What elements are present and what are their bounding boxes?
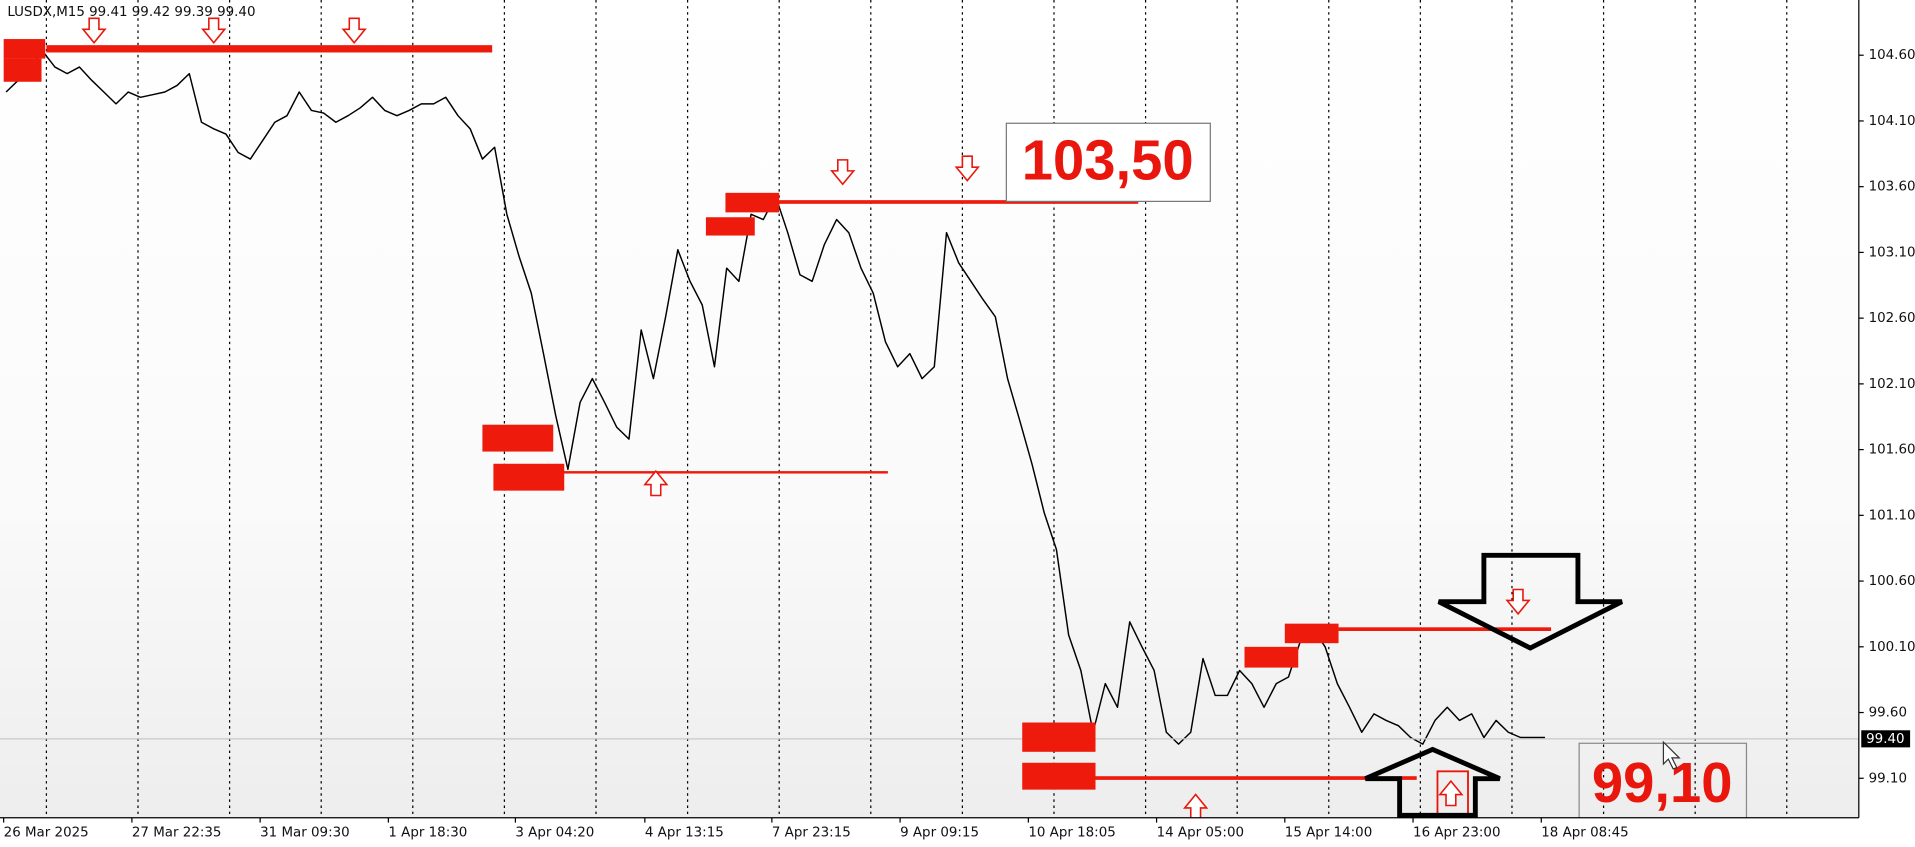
y-tick-label: 100.60 [1869,574,1915,589]
y-tick-label: 103.10 [1869,245,1915,260]
down-arrow [830,159,856,186]
x-axis-area [0,817,1915,847]
level-line [46,45,493,53]
zones [3,39,1552,790]
signal-arrows [81,17,1531,820]
big-up-arrow [1364,746,1501,818]
level-annotation: 103,50 [1022,129,1194,192]
last-price-tag [1861,730,1911,748]
zone [1284,623,1339,644]
level-line [732,200,1139,204]
zone [482,424,554,452]
label-box [1005,122,1211,202]
level-line [494,471,888,474]
x-tick-label: 18 Apr 08:45 [1541,825,1628,840]
y-tick-label: 101.60 [1869,443,1915,458]
chart-title: LUSDX,M15 99.41 99.42 99.39 99.40 [7,5,255,20]
x-tick-label: 26 Mar 2025 [4,825,89,840]
down-arrow [81,17,107,44]
y-tick-label: 103.60 [1869,180,1915,195]
up-arrow [643,469,669,497]
last-price-label: 99.40 [1866,732,1904,747]
x-tick-label: 31 Mar 09:30 [260,825,350,840]
x-tick-label: 27 Mar 22:35 [132,825,222,840]
x-tick-label: 10 Apr 18:05 [1028,825,1115,840]
down-arrow [1505,588,1531,616]
level-line [1095,776,1417,780]
down-arrow [954,155,980,182]
level-annotation: 99,10 [1592,751,1733,814]
y-tick-label: 101.10 [1869,508,1915,523]
y-tick-label: 104.60 [1869,48,1915,63]
x-tick-label: 9 Apr 09:15 [900,825,979,840]
up-arrow [1438,779,1464,807]
big-arrows [1364,552,1623,818]
x-tick-label: 14 Apr 05:00 [1157,825,1244,840]
y-axis-area [1858,0,1915,847]
y-tick-label: 102.10 [1869,377,1915,392]
y-tick-label: 102.60 [1869,311,1915,326]
big-down-arrow [1437,552,1623,651]
zone [705,217,755,236]
x-tick-label: 1 Apr 18:30 [388,825,467,840]
zone [1244,646,1299,668]
x-tick-label: 4 Apr 13:15 [645,825,724,840]
down-arrow [341,17,367,44]
x-tick-label: 7 Apr 23:15 [772,825,851,840]
y-tick-label: 100.10 [1869,640,1915,655]
x-tick-label: 3 Apr 04:20 [515,825,594,840]
zone [1022,722,1096,752]
y-tick-label: 99.60 [1869,706,1907,721]
cursor [1662,740,1681,770]
zone [3,39,46,59]
zone [493,463,565,491]
zone [3,58,42,82]
x-tick-label: 16 Apr 23:00 [1413,825,1500,840]
level-line [1338,627,1552,631]
y-tick-label: 104.10 [1869,114,1915,129]
down-arrow [201,17,227,44]
zone [1022,762,1096,790]
y-tick-label: 99.10 [1869,771,1907,786]
x-tick-label: 15 Apr 14:00 [1285,825,1372,840]
period-separators [45,0,1788,818]
